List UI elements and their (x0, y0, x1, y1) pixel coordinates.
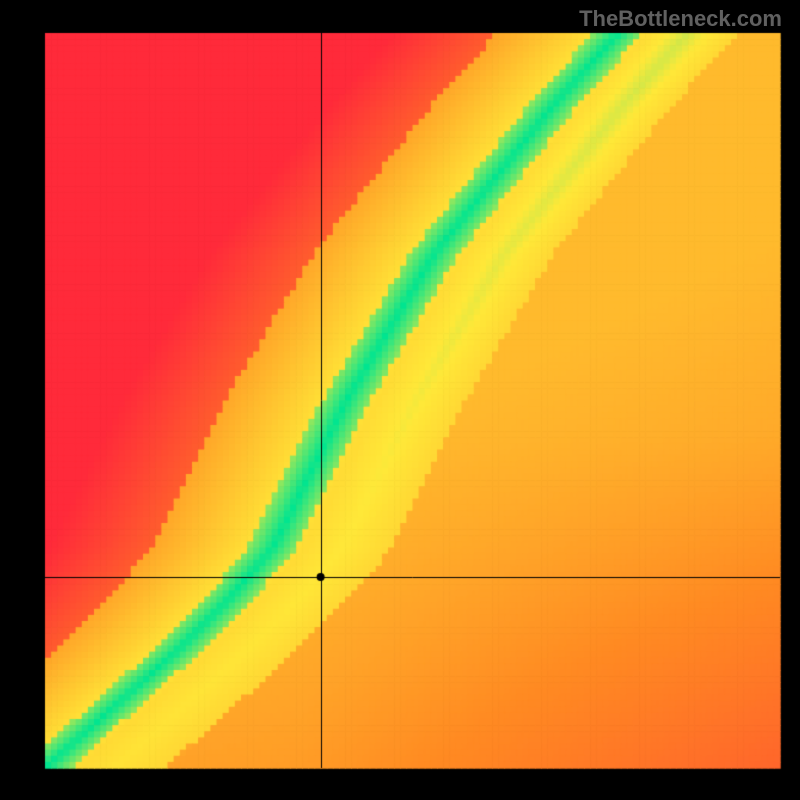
watermark-text: TheBottleneck.com (579, 6, 782, 32)
chart-container: TheBottleneck.com (0, 0, 800, 800)
bottleneck-heatmap (0, 0, 800, 800)
